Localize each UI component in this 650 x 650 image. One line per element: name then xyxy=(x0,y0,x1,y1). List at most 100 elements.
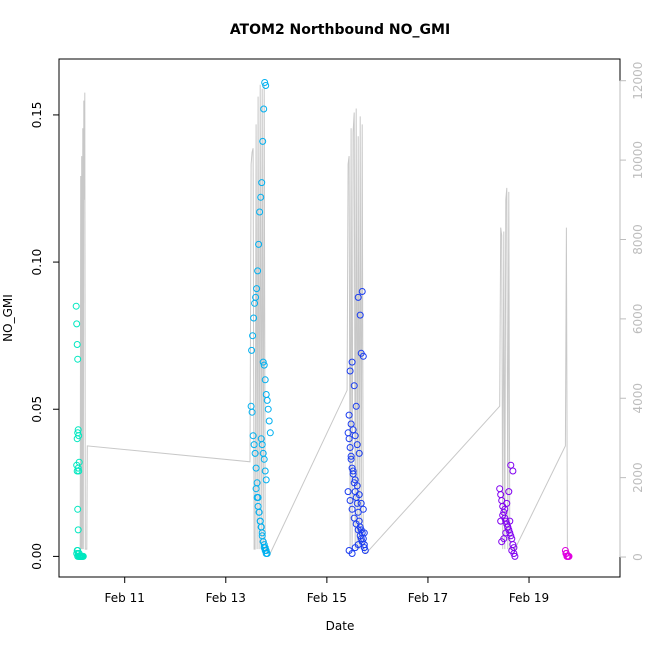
data-point xyxy=(348,358,356,366)
data-point xyxy=(350,514,358,522)
y-tick-label: 0.05 xyxy=(30,396,44,423)
y-axis: 0.00 0.05 0.10 0.15 xyxy=(30,102,60,570)
data-point xyxy=(252,464,260,472)
points-layer xyxy=(72,79,573,560)
data-point xyxy=(258,179,266,187)
data-point xyxy=(253,494,261,501)
data-point xyxy=(249,432,257,440)
data-point xyxy=(262,82,270,89)
data-point xyxy=(260,455,268,463)
data-point xyxy=(263,396,271,404)
secondary-y-tick-label: 2000 xyxy=(631,462,645,493)
data-point xyxy=(349,426,357,434)
data-point xyxy=(349,470,357,478)
data-point xyxy=(353,499,361,507)
data-point xyxy=(504,523,512,531)
data-point xyxy=(361,547,369,554)
data-point xyxy=(502,529,510,537)
data-point xyxy=(345,411,353,419)
chart-title: ATOM2 Northbound NO_GMI xyxy=(230,22,450,38)
data-point xyxy=(74,355,82,363)
secondary-y-tick-label: 8000 xyxy=(631,224,645,255)
data-point xyxy=(248,346,256,354)
x-tick-label: Feb 13 xyxy=(206,591,246,605)
data-point xyxy=(74,429,82,437)
data-point xyxy=(357,535,365,543)
data-point xyxy=(347,455,355,463)
data-point xyxy=(358,288,366,295)
data-point xyxy=(356,311,364,319)
data-point xyxy=(257,193,265,201)
x-axis: Feb 11 Feb 13 Feb 15 Feb 17 Feb 19 xyxy=(105,576,549,605)
data-point xyxy=(72,302,80,310)
data-point xyxy=(353,482,361,490)
y-tick-label: 0.15 xyxy=(30,102,44,129)
data-point xyxy=(348,505,356,513)
data-point xyxy=(355,491,363,499)
secondary-y-tick-label: 12000 xyxy=(631,62,645,100)
data-point xyxy=(345,435,353,443)
altitude-layer xyxy=(79,84,568,554)
data-point xyxy=(354,293,362,301)
data-point xyxy=(74,464,82,472)
data-point xyxy=(351,432,359,440)
data-point xyxy=(250,314,258,322)
secondary-y-tick-label: 0 xyxy=(631,553,645,561)
data-point xyxy=(359,505,367,513)
data-point xyxy=(505,488,513,496)
data-point xyxy=(261,467,269,475)
y-tick-label: 0.10 xyxy=(30,249,44,276)
data-point xyxy=(347,452,355,460)
data-point xyxy=(260,361,268,369)
series-0 xyxy=(72,302,87,560)
data-point xyxy=(263,550,271,557)
data-point xyxy=(254,267,262,275)
data-point xyxy=(259,358,267,366)
data-point xyxy=(74,505,82,513)
data-point xyxy=(499,511,507,519)
data-point xyxy=(266,429,274,437)
data-point xyxy=(360,529,368,537)
data-point xyxy=(357,499,365,507)
series-4 xyxy=(561,547,573,560)
data-point xyxy=(261,376,269,384)
data-point xyxy=(360,544,368,552)
data-point xyxy=(259,137,267,145)
data-point xyxy=(346,444,354,451)
data-point xyxy=(252,485,260,493)
series-1 xyxy=(247,79,274,557)
data-point xyxy=(256,208,264,216)
data-point xyxy=(262,547,270,554)
secondary-y-tick-label: 10000 xyxy=(631,141,645,179)
data-point xyxy=(509,467,517,475)
plot-frame xyxy=(58,58,621,578)
secondary-y-tick-label: 6000 xyxy=(631,304,645,335)
data-point xyxy=(353,441,361,449)
data-point xyxy=(247,402,255,410)
data-point xyxy=(262,476,270,484)
data-point xyxy=(261,544,269,552)
data-point xyxy=(348,550,356,557)
data-point xyxy=(265,417,273,425)
x-axis-label: Date xyxy=(326,619,355,633)
data-point xyxy=(248,408,256,416)
data-point xyxy=(496,485,504,493)
data-point xyxy=(351,476,359,484)
data-point xyxy=(350,382,358,390)
data-point xyxy=(347,420,355,428)
data-point xyxy=(510,550,518,557)
data-point xyxy=(73,341,81,348)
data-point xyxy=(359,352,367,360)
data-point xyxy=(565,552,573,560)
data-point xyxy=(354,508,362,516)
data-point xyxy=(344,488,352,496)
data-point xyxy=(507,461,515,469)
data-point xyxy=(257,523,265,531)
secondary-y-tick-label: 4000 xyxy=(631,383,645,414)
data-point xyxy=(502,517,510,525)
data-point xyxy=(250,441,258,449)
series-3 xyxy=(496,461,519,560)
altitude-line xyxy=(79,84,568,554)
data-point xyxy=(253,285,261,293)
